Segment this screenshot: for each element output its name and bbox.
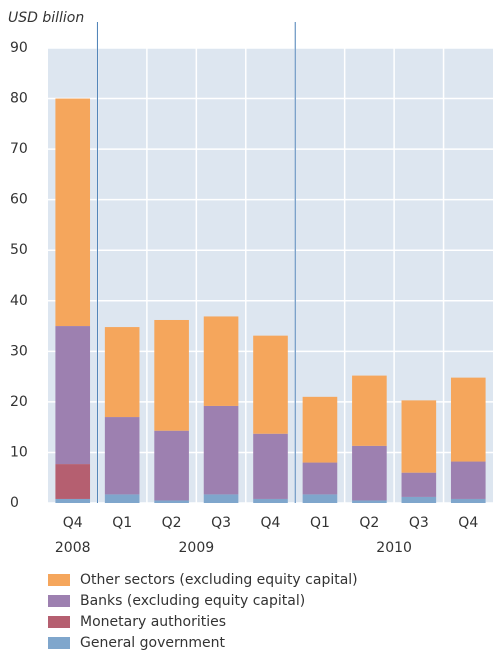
y-tick-label: 20: [10, 394, 28, 410]
bar-segment: [450, 461, 486, 499]
y-tick-label: 10: [10, 444, 28, 460]
legend-swatch: [48, 637, 70, 649]
bar-segment: [154, 319, 189, 431]
group-label: 2009: [179, 540, 215, 556]
legend-label: Other sectors (excluding equity capital): [80, 572, 358, 588]
bar-segment: [55, 326, 91, 465]
bar-segment: [55, 498, 91, 503]
bar-segment: [450, 498, 486, 503]
legend-label: General government: [80, 635, 225, 651]
legend-swatch: [48, 616, 70, 628]
x-tick-label: Q1: [112, 515, 132, 531]
bar-segment: [154, 500, 189, 503]
x-tick-label: Q4: [458, 515, 478, 531]
bar-segment: [203, 405, 239, 495]
y-tick-label: 30: [10, 343, 28, 359]
y-tick-label: 40: [10, 293, 28, 309]
bar-segment: [253, 498, 288, 503]
legend-swatch: [48, 595, 70, 607]
x-tick-label: Q2: [359, 515, 379, 531]
x-tick-label: Q3: [211, 515, 231, 531]
y-tick-label: 60: [10, 192, 28, 208]
group-label: 2010: [376, 540, 412, 556]
x-tick-label: Q2: [162, 515, 182, 531]
bar-segment: [352, 500, 387, 503]
bar-segment: [253, 335, 288, 434]
bar-segment: [55, 464, 91, 499]
x-tick-label: Q1: [310, 515, 330, 531]
bar-segment: [450, 377, 486, 462]
bar-segment: [55, 98, 91, 327]
bar-segment: [104, 494, 140, 503]
y-tick-label: 90: [10, 40, 28, 56]
bar-segment: [203, 316, 239, 406]
legend-swatch: [48, 574, 70, 586]
bar-segment: [154, 430, 189, 501]
bar-segment: [352, 375, 387, 446]
bar-segment: [104, 417, 140, 495]
y-axis-label: USD billion: [8, 10, 84, 26]
bar-segment: [352, 445, 387, 501]
bar-segment: [203, 494, 239, 503]
y-tick-label: 80: [10, 91, 28, 107]
y-tick-label: 0: [10, 495, 19, 511]
y-tick-label: 70: [10, 141, 28, 157]
bar-segment: [302, 462, 338, 495]
group-label: 2008: [55, 540, 91, 556]
bar-segment: [253, 433, 288, 499]
bar-segment: [401, 496, 437, 503]
bar-segment: [401, 400, 437, 473]
x-tick-label: Q3: [409, 515, 429, 531]
y-tick-label: 50: [10, 242, 28, 258]
x-tick-label: Q4: [63, 515, 83, 531]
x-tick-label: Q4: [261, 515, 281, 531]
bar-segment: [302, 396, 338, 463]
bar-segment: [104, 327, 140, 418]
bar-segment: [401, 472, 437, 497]
bar-segment: [302, 494, 338, 503]
legend-label: Banks (excluding equity capital): [80, 593, 305, 609]
legend-label: Monetary authorities: [80, 614, 226, 630]
